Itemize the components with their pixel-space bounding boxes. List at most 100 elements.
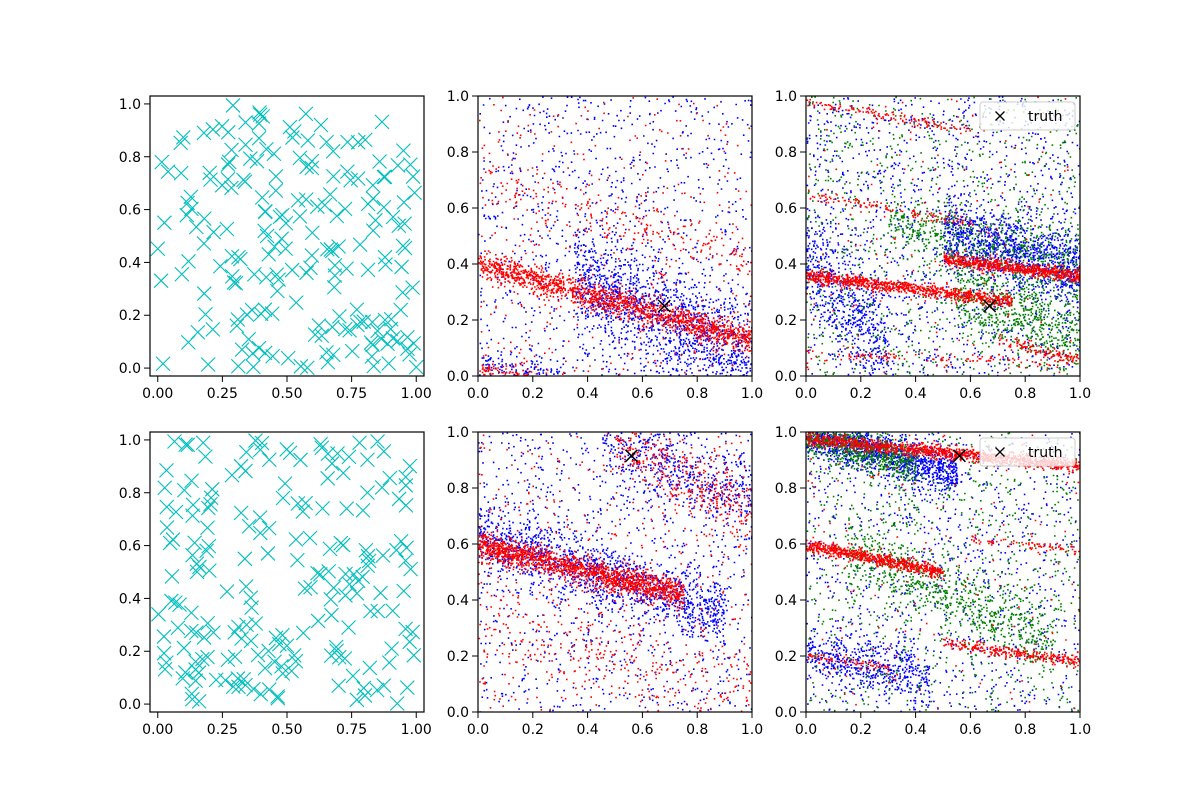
truth-marker bbox=[624, 449, 638, 463]
data-point-x-marker bbox=[389, 696, 405, 711]
data-point-x-marker bbox=[330, 446, 345, 461]
data-point-x-marker bbox=[250, 647, 266, 663]
subplot-row2-col2: 0.0 0.2 0.4 0.6 0.8 1.0 0.0 0.2 0.4 0.6 0.8 1.0 bbox=[447, 425, 763, 738]
x-tick-label: 0.0 bbox=[795, 386, 817, 402]
data-point-x-marker bbox=[355, 569, 371, 585]
x-tick-label: 1.0 bbox=[1069, 386, 1091, 402]
data-point-x-marker bbox=[251, 116, 267, 131]
data-point-x-marker bbox=[331, 649, 347, 665]
data-point-x-marker bbox=[403, 561, 419, 577]
data-point-x-marker bbox=[244, 302, 260, 318]
scatter-series-red bbox=[806, 432, 1080, 712]
data-point-x-marker bbox=[299, 360, 315, 376]
data-point-x-marker bbox=[200, 500, 216, 516]
data-point-x-marker bbox=[274, 658, 289, 674]
data-point-x-marker bbox=[260, 546, 276, 561]
data-point-x-marker bbox=[286, 647, 302, 663]
data-point-x-marker bbox=[173, 135, 189, 151]
data-point-x-marker bbox=[326, 580, 342, 596]
data-point-x-marker bbox=[200, 649, 215, 665]
data-point-x-marker bbox=[227, 624, 243, 640]
data-point-x-marker bbox=[219, 221, 235, 237]
y-tick-label: 0.0 bbox=[775, 369, 797, 385]
data-point-x-marker bbox=[313, 436, 329, 452]
data-point-x-marker bbox=[236, 671, 252, 687]
x-tick-label: 1.00 bbox=[401, 386, 432, 402]
data-point-x-marker bbox=[398, 478, 414, 493]
data-point-x-marker bbox=[219, 584, 235, 599]
data-point-x-marker bbox=[375, 548, 391, 563]
data-point-x-marker bbox=[275, 666, 291, 681]
data-point-x-marker bbox=[288, 532, 304, 547]
plot-area bbox=[806, 432, 1080, 712]
data-point-x-marker bbox=[174, 266, 190, 282]
y-tick-label: 0.0 bbox=[775, 705, 797, 721]
data-point-x-marker bbox=[188, 662, 203, 677]
data-point-x-marker bbox=[303, 260, 318, 276]
data-point-x-marker bbox=[220, 171, 236, 187]
data-point-x-marker bbox=[248, 433, 263, 448]
data-point-x-marker bbox=[331, 239, 346, 254]
x-tick-label: 0.25 bbox=[207, 722, 238, 738]
data-point-x-marker bbox=[200, 615, 216, 631]
scatter-series-blue bbox=[478, 432, 752, 712]
data-point-x-marker bbox=[299, 159, 315, 175]
data-point-x-marker bbox=[397, 216, 412, 232]
data-point-x-marker bbox=[173, 165, 189, 181]
data-point-x-marker bbox=[339, 501, 355, 516]
data-point-x-marker bbox=[168, 504, 184, 520]
data-point-x-marker bbox=[293, 358, 309, 374]
data-point-x-marker bbox=[342, 576, 357, 592]
data-point-x-marker bbox=[275, 490, 291, 506]
data-point-x-marker bbox=[345, 668, 361, 684]
truth-marker bbox=[952, 449, 966, 463]
data-point-x-marker bbox=[243, 590, 259, 606]
data-point-x-marker bbox=[248, 616, 264, 631]
data-point-x-marker bbox=[184, 605, 199, 621]
data-point-x-marker bbox=[180, 437, 196, 453]
data-point-x-marker bbox=[343, 172, 358, 188]
data-point-x-marker bbox=[155, 356, 171, 372]
data-point-x-marker bbox=[407, 185, 422, 201]
data-point-x-marker bbox=[230, 671, 246, 686]
data-point-x-marker bbox=[259, 141, 274, 157]
data-point-x-marker bbox=[185, 547, 200, 563]
subplot-row1-col2: 0.0 0.2 0.4 0.6 0.8 1.0 0.0 0.2 0.4 0.6 0.8 1.0 bbox=[447, 89, 763, 402]
data-point-x-marker bbox=[395, 285, 411, 300]
data-point-x-marker bbox=[295, 504, 311, 519]
data-point-x-marker bbox=[230, 312, 246, 327]
data-point-x-marker bbox=[261, 643, 276, 659]
data-point-x-marker bbox=[310, 613, 326, 629]
data-point-x-marker bbox=[282, 119, 298, 135]
plot-area bbox=[806, 96, 1080, 376]
data-point-x-marker bbox=[253, 686, 269, 702]
data-point-x-marker bbox=[329, 208, 345, 224]
data-point-x-marker bbox=[220, 157, 236, 172]
data-point-x-marker bbox=[267, 654, 282, 670]
x-tick-label: 0.75 bbox=[336, 722, 367, 738]
data-point-x-marker bbox=[227, 649, 243, 665]
y-tick-label: 0.2 bbox=[447, 313, 469, 329]
data-point-x-marker bbox=[243, 633, 259, 649]
data-point-x-marker bbox=[200, 357, 216, 372]
y-tick-label: 1.0 bbox=[447, 89, 469, 105]
data-point-x-marker bbox=[328, 639, 344, 655]
data-point-x-marker bbox=[350, 134, 366, 150]
data-point-x-marker bbox=[237, 174, 253, 190]
y-tick-label: 0.8 bbox=[119, 486, 141, 502]
data-point-x-marker bbox=[319, 344, 334, 360]
y-tick-label: 0.4 bbox=[775, 257, 797, 273]
data-point-x-marker bbox=[274, 231, 290, 247]
data-point-x-marker bbox=[203, 496, 218, 512]
y-tick-label: 0.4 bbox=[447, 593, 469, 609]
data-point-x-marker bbox=[360, 262, 376, 278]
data-point-x-marker bbox=[331, 678, 347, 694]
scatter-series-red bbox=[478, 96, 752, 376]
x-tick-label: 0.0 bbox=[467, 386, 489, 402]
data-point-x-marker bbox=[257, 223, 273, 239]
data-point-x-marker bbox=[396, 583, 412, 599]
data-point-x-marker bbox=[405, 280, 420, 296]
data-point-x-marker bbox=[187, 535, 202, 551]
data-point-x-marker bbox=[257, 302, 273, 318]
data-point-x-marker bbox=[268, 630, 284, 646]
